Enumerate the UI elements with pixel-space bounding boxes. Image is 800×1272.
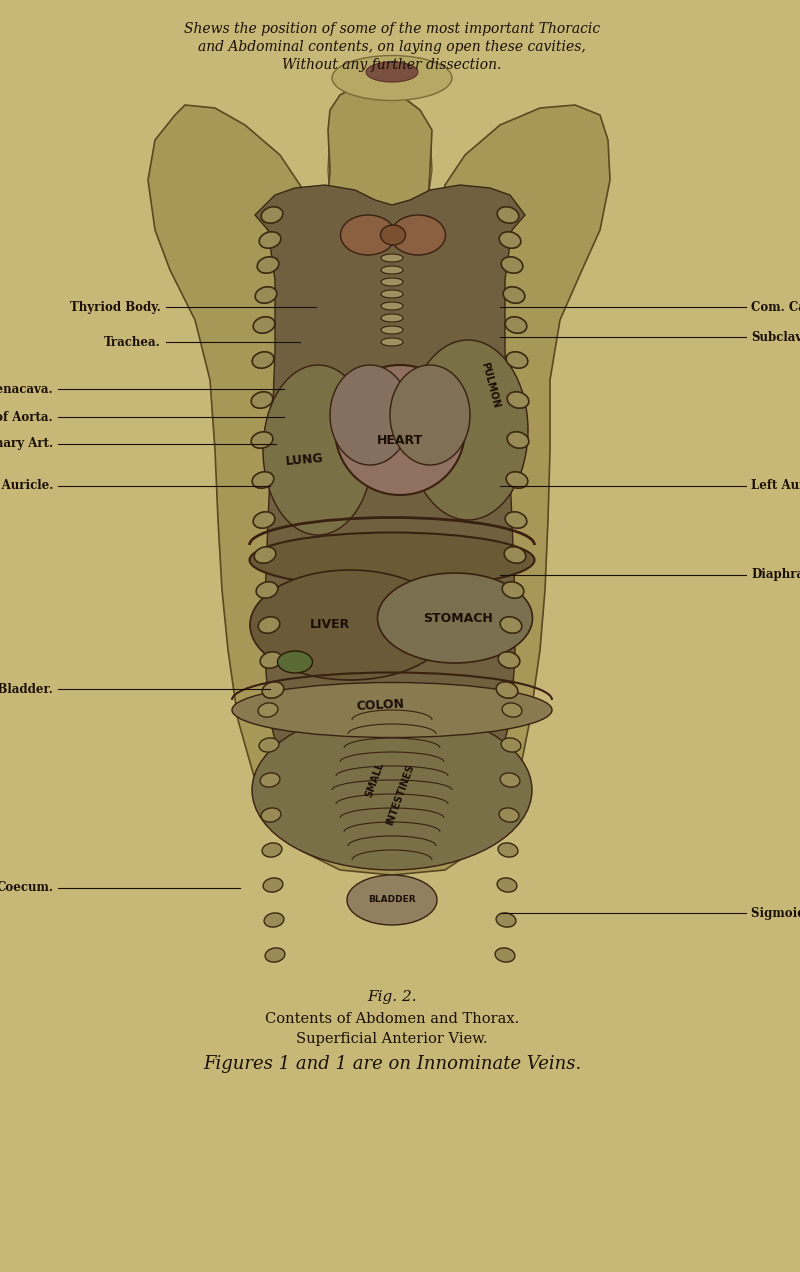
Ellipse shape [505,317,527,333]
Text: HEART: HEART [377,434,423,446]
Ellipse shape [251,431,273,448]
Ellipse shape [332,56,452,100]
Text: Contents of Abdomen and Thorax.: Contents of Abdomen and Thorax. [265,1013,519,1027]
Ellipse shape [378,572,533,663]
Ellipse shape [260,773,280,787]
Ellipse shape [497,207,519,223]
Ellipse shape [278,651,313,673]
Ellipse shape [265,948,285,962]
Ellipse shape [381,314,403,322]
Text: Gall Bladder.: Gall Bladder. [0,683,53,696]
Text: Sigmoid Flexure.: Sigmoid Flexure. [751,907,800,920]
Ellipse shape [498,651,520,668]
Ellipse shape [502,703,522,717]
Ellipse shape [253,317,275,333]
Text: Arch of Aorta.: Arch of Aorta. [0,411,53,424]
Ellipse shape [381,290,403,298]
Ellipse shape [254,547,276,563]
Ellipse shape [260,651,282,668]
Ellipse shape [262,843,282,857]
Text: Left Auricle.: Left Auricle. [751,480,800,492]
Ellipse shape [252,710,532,870]
Ellipse shape [252,352,274,368]
Ellipse shape [341,215,395,254]
Ellipse shape [503,286,525,303]
Ellipse shape [500,773,520,787]
Text: COLON: COLON [355,697,405,712]
Ellipse shape [501,257,523,273]
Ellipse shape [257,257,279,273]
Text: Com. Carotid Art.: Com. Carotid Art. [751,300,800,314]
Ellipse shape [505,511,527,528]
Ellipse shape [507,392,529,408]
Text: Pulmonary Art.: Pulmonary Art. [0,438,53,450]
Ellipse shape [261,207,283,223]
Text: Without any further dissection.: Without any further dissection. [282,59,502,73]
Text: Shews the position of some of the most important Thoracic: Shews the position of some of the most i… [184,22,600,36]
Ellipse shape [506,472,528,488]
Ellipse shape [499,808,519,822]
Text: Coecum.: Coecum. [0,881,53,894]
Ellipse shape [501,738,521,752]
Ellipse shape [250,570,450,681]
Ellipse shape [256,581,278,598]
Text: Thyriod Body.: Thyriod Body. [70,300,161,314]
Ellipse shape [499,232,521,248]
Ellipse shape [381,338,403,346]
Ellipse shape [496,682,518,698]
Text: INTESTINES: INTESTINES [384,763,416,827]
Ellipse shape [390,365,470,466]
Ellipse shape [232,683,552,738]
Ellipse shape [381,301,403,310]
Ellipse shape [259,738,279,752]
Ellipse shape [262,682,284,698]
Text: Diaphragm.: Diaphragm. [751,569,800,581]
Ellipse shape [335,365,465,495]
Ellipse shape [252,472,274,488]
Ellipse shape [500,617,522,633]
Ellipse shape [381,254,403,262]
Ellipse shape [497,878,517,892]
Ellipse shape [251,392,273,408]
Ellipse shape [502,581,524,598]
Text: Subclav.Vein.: Subclav.Vein. [751,331,800,343]
Ellipse shape [381,326,403,335]
Ellipse shape [263,365,373,536]
Ellipse shape [255,286,277,303]
Ellipse shape [495,948,515,962]
Text: Superficial Anterior View.: Superficial Anterior View. [296,1032,488,1046]
Ellipse shape [390,215,446,254]
Ellipse shape [366,62,418,81]
Ellipse shape [504,547,526,563]
Ellipse shape [250,533,534,588]
Ellipse shape [261,808,281,822]
Text: SMALL: SMALL [364,761,386,799]
Ellipse shape [259,232,281,248]
Ellipse shape [408,340,528,520]
Ellipse shape [381,266,403,273]
Text: Sup. Venacava.: Sup. Venacava. [0,383,53,396]
Ellipse shape [347,875,437,925]
Text: LIVER: LIVER [310,618,350,631]
Ellipse shape [330,365,410,466]
Text: Fig. 2.: Fig. 2. [367,990,417,1004]
Polygon shape [328,88,432,235]
Ellipse shape [258,617,280,633]
Polygon shape [255,184,525,815]
Ellipse shape [381,225,406,245]
Text: and Abdominal contents, on laying open these cavities,: and Abdominal contents, on laying open t… [198,39,586,53]
Text: Figures 1 and 1 are on Innominate Veins.: Figures 1 and 1 are on Innominate Veins. [203,1054,581,1074]
Ellipse shape [253,511,275,528]
Ellipse shape [263,878,283,892]
Ellipse shape [498,843,518,857]
Ellipse shape [507,431,529,448]
Ellipse shape [496,913,516,927]
Polygon shape [148,88,610,875]
Text: STOMACH: STOMACH [423,612,493,625]
Ellipse shape [506,352,528,368]
Ellipse shape [258,703,278,717]
Text: Trachea.: Trachea. [104,336,161,349]
Text: Right Auricle.: Right Auricle. [0,480,53,492]
Text: BLADDER: BLADDER [368,895,416,904]
